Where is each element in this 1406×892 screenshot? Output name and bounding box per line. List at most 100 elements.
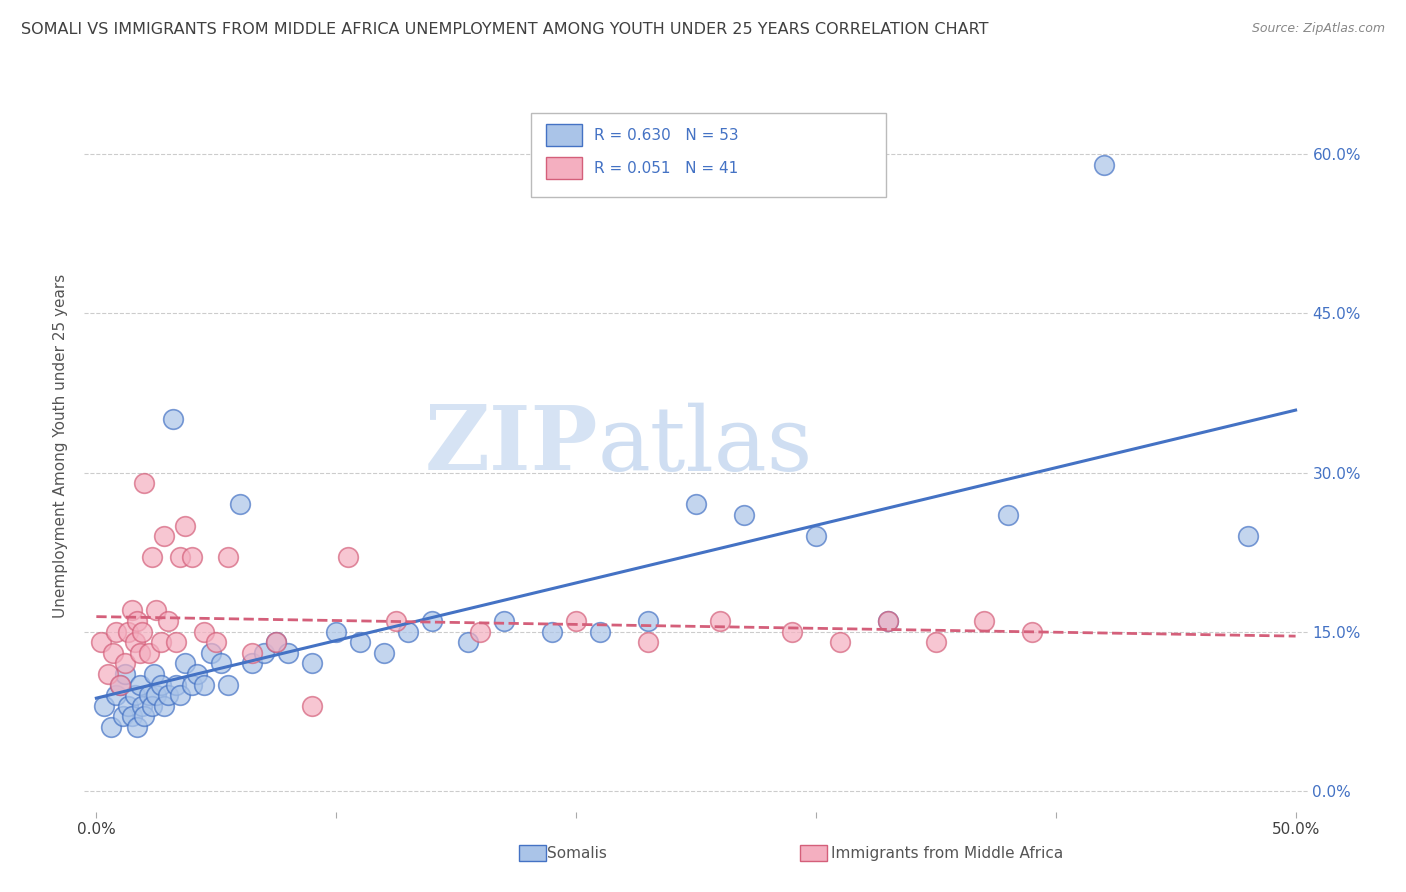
Point: [181, 677, 204, 691]
Point: [193, 677, 215, 691]
Point: [396, 624, 419, 639]
Point: [1021, 624, 1043, 639]
Point: [121, 603, 143, 617]
Point: [174, 518, 197, 533]
Point: [128, 646, 150, 660]
Point: [349, 635, 371, 649]
Point: [101, 646, 124, 660]
Point: [138, 688, 160, 702]
Point: [337, 550, 360, 565]
Point: [150, 677, 173, 691]
Point: [111, 709, 134, 723]
Point: [186, 667, 208, 681]
Point: [145, 688, 167, 702]
Point: [1236, 529, 1258, 543]
Point: [104, 688, 127, 702]
Point: [997, 508, 1019, 522]
Point: [124, 688, 146, 702]
Point: [301, 698, 323, 713]
Point: [973, 614, 995, 628]
Point: [157, 688, 180, 702]
Point: [733, 508, 755, 522]
Point: [134, 709, 156, 723]
Point: [157, 614, 180, 628]
Point: [264, 635, 287, 649]
Y-axis label: Unemployment Among Youth under 25 years: Unemployment Among Youth under 25 years: [53, 274, 69, 618]
Point: [141, 550, 163, 565]
Point: [141, 698, 163, 713]
Point: [114, 657, 136, 671]
Point: [420, 614, 443, 628]
Point: [165, 635, 187, 649]
FancyBboxPatch shape: [800, 846, 827, 862]
Point: [162, 412, 184, 426]
Point: [138, 646, 160, 660]
Point: [325, 624, 347, 639]
Point: [385, 614, 408, 628]
Point: [121, 709, 143, 723]
Text: Source: ZipAtlas.com: Source: ZipAtlas.com: [1251, 22, 1385, 36]
Point: [541, 624, 564, 639]
FancyBboxPatch shape: [519, 846, 546, 862]
Point: [804, 529, 827, 543]
Point: [90, 635, 112, 649]
Point: [97, 667, 120, 681]
Point: [117, 698, 139, 713]
Point: [152, 698, 174, 713]
Point: [124, 635, 146, 649]
Text: ZIP: ZIP: [425, 402, 598, 490]
Point: [301, 657, 323, 671]
Point: [193, 624, 215, 639]
Text: R = 0.630   N = 53: R = 0.630 N = 53: [595, 128, 740, 143]
Point: [925, 635, 948, 649]
Point: [128, 677, 150, 691]
Point: [709, 614, 731, 628]
FancyBboxPatch shape: [546, 157, 582, 179]
Point: [165, 677, 187, 691]
Point: [110, 677, 132, 691]
FancyBboxPatch shape: [531, 113, 886, 197]
Point: [876, 614, 898, 628]
Point: [169, 688, 191, 702]
Point: [876, 614, 898, 628]
Text: Somalis: Somalis: [547, 846, 606, 861]
Point: [117, 624, 139, 639]
Point: [468, 624, 491, 639]
Point: [637, 614, 659, 628]
Point: [93, 698, 115, 713]
Point: [637, 635, 659, 649]
Text: atlas: atlas: [598, 402, 813, 490]
Point: [131, 698, 153, 713]
FancyBboxPatch shape: [546, 124, 582, 146]
Point: [131, 624, 153, 639]
Point: [181, 550, 204, 565]
Point: [589, 624, 612, 639]
Point: [240, 657, 263, 671]
Point: [253, 646, 276, 660]
Point: [1092, 158, 1115, 172]
Point: [240, 646, 263, 660]
Point: [277, 646, 299, 660]
Point: [200, 646, 222, 660]
Point: [150, 635, 173, 649]
Point: [174, 657, 197, 671]
Point: [217, 677, 239, 691]
Point: [457, 635, 479, 649]
Text: SOMALI VS IMMIGRANTS FROM MIDDLE AFRICA UNEMPLOYMENT AMONG YOUTH UNDER 25 YEARS : SOMALI VS IMMIGRANTS FROM MIDDLE AFRICA …: [21, 22, 988, 37]
Point: [142, 667, 165, 681]
Point: [209, 657, 232, 671]
Point: [145, 603, 167, 617]
Point: [110, 677, 132, 691]
Point: [373, 646, 395, 660]
Text: R = 0.051   N = 41: R = 0.051 N = 41: [595, 161, 738, 176]
Point: [152, 529, 174, 543]
Point: [169, 550, 191, 565]
Point: [828, 635, 851, 649]
Point: [229, 497, 252, 511]
Text: Immigrants from Middle Africa: Immigrants from Middle Africa: [831, 846, 1063, 861]
Point: [205, 635, 228, 649]
Point: [217, 550, 239, 565]
Point: [100, 720, 122, 734]
Point: [114, 667, 136, 681]
Point: [685, 497, 707, 511]
